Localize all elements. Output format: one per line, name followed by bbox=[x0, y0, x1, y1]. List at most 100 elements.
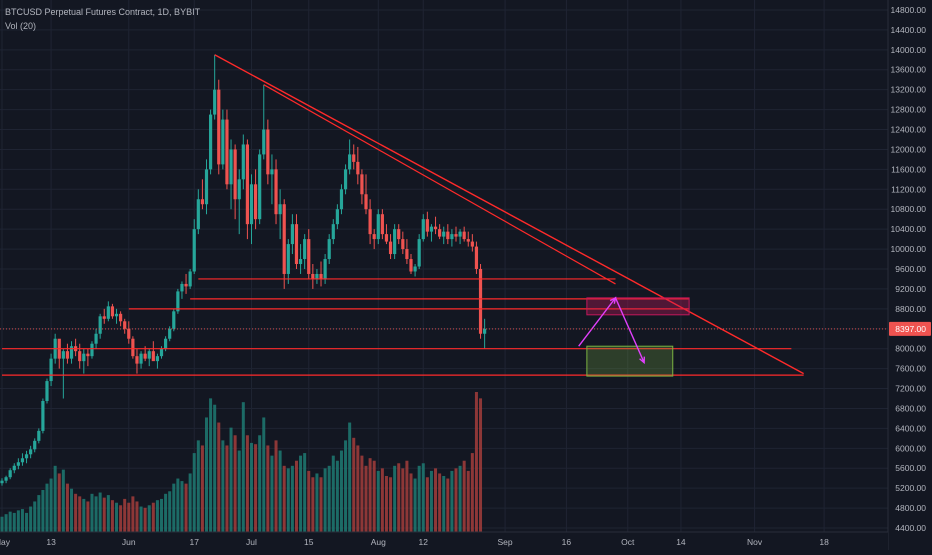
volume-bar bbox=[384, 476, 388, 532]
candle-body bbox=[348, 154, 352, 170]
candle-body bbox=[458, 231, 462, 237]
candle-body bbox=[417, 239, 421, 267]
volume-indicator-label[interactable]: Vol (20) bbox=[5, 21, 37, 31]
candle-body bbox=[131, 338, 135, 357]
volume-bar bbox=[196, 440, 200, 532]
candle-body bbox=[94, 333, 98, 344]
candle-body bbox=[311, 273, 315, 279]
price-tick-label: 9200.00 bbox=[895, 284, 926, 294]
volume-bar bbox=[474, 392, 478, 532]
candlesticks bbox=[0, 54, 487, 486]
volume-bar bbox=[307, 470, 311, 532]
candle-body bbox=[123, 321, 127, 329]
time-tick-label: 13 bbox=[46, 537, 56, 547]
volume-bar bbox=[110, 500, 114, 532]
candle-body bbox=[180, 283, 184, 292]
volume-bar bbox=[0, 516, 4, 532]
chart-legend: BTCUSD Perpetual Futures Contract, 1D, B… bbox=[5, 5, 200, 33]
time-tick-label: 16 bbox=[562, 537, 572, 547]
volume-bar bbox=[98, 492, 102, 532]
price-axis-background bbox=[888, 0, 932, 550]
volume-bar bbox=[311, 477, 315, 532]
volume-bar bbox=[270, 455, 274, 532]
candle-body bbox=[429, 226, 434, 232]
time-tick-label: 12 bbox=[419, 537, 429, 547]
candle-body bbox=[409, 259, 413, 272]
volume-bar bbox=[401, 468, 405, 532]
time-axis[interactable]: May 13 Jun 17 Jul 15 Aug 12 Sep 16 Oct 14 Nov 18 bbox=[0, 531, 888, 550]
candle-body bbox=[16, 462, 20, 466]
volume-bar bbox=[335, 460, 339, 532]
volume-bar bbox=[425, 477, 429, 532]
candle-body bbox=[450, 234, 454, 240]
volume-bar bbox=[94, 496, 98, 532]
volume-bar bbox=[442, 476, 446, 532]
volume-bar bbox=[380, 468, 384, 532]
price-tick-label: 11600.00 bbox=[891, 164, 926, 174]
price-tick-label: 10400.00 bbox=[891, 224, 927, 234]
candle-body bbox=[474, 246, 479, 269]
candle-body bbox=[86, 353, 90, 357]
volume-bar bbox=[200, 445, 204, 532]
volume-bar bbox=[356, 445, 360, 532]
volume-bar bbox=[331, 455, 335, 532]
candle-body bbox=[258, 154, 262, 220]
candle-body bbox=[41, 400, 45, 431]
candle-body bbox=[208, 114, 213, 170]
target-zone-box bbox=[586, 345, 674, 377]
candle-body bbox=[110, 306, 115, 317]
candle-body bbox=[298, 259, 303, 265]
price-tick-label: 12400.00 bbox=[891, 125, 927, 135]
candle-body bbox=[213, 89, 217, 115]
volume-bar bbox=[282, 465, 286, 532]
volume-bar bbox=[155, 500, 159, 532]
volume-bar bbox=[364, 465, 368, 532]
candle-body bbox=[119, 313, 123, 322]
price-axis[interactable]: 14800.00 14400.00 14000.00 13600.00 13200.00… bbox=[887, 0, 932, 550]
volume-bar bbox=[348, 422, 352, 532]
time-tick-label: 18 bbox=[819, 537, 829, 547]
volume-bars bbox=[0, 392, 483, 532]
volume-bar bbox=[127, 502, 131, 532]
volume-bar bbox=[217, 422, 221, 532]
time-tick-label: Oct bbox=[621, 537, 635, 547]
candle-body bbox=[241, 144, 245, 180]
volume-bar bbox=[168, 491, 172, 532]
candle-body bbox=[282, 204, 286, 274]
drawing-annotations[interactable] bbox=[2, 54, 804, 377]
candle-body bbox=[483, 328, 487, 334]
volume-bar bbox=[209, 398, 213, 532]
candle-body bbox=[82, 353, 86, 362]
time-tick-label: Nov bbox=[747, 537, 763, 547]
volume-bar bbox=[290, 465, 294, 532]
volume-bar bbox=[119, 505, 123, 532]
candle-body bbox=[172, 311, 176, 329]
candle-body bbox=[249, 184, 254, 225]
candle-body bbox=[368, 209, 372, 235]
candle-body bbox=[388, 241, 393, 255]
volume-bar bbox=[249, 442, 253, 532]
candle-body bbox=[454, 234, 458, 237]
candle-body bbox=[319, 273, 323, 279]
candle-body bbox=[339, 189, 344, 210]
volume-bar bbox=[49, 478, 53, 532]
candle-body bbox=[147, 351, 151, 359]
volume-bar bbox=[323, 468, 327, 532]
candle-body bbox=[225, 119, 229, 185]
symbol-title[interactable]: BTCUSD Perpetual Futures Contract, 1D, B… bbox=[5, 7, 201, 17]
candle-body bbox=[37, 430, 41, 441]
time-tick-label: 17 bbox=[189, 537, 199, 547]
candle-body bbox=[33, 440, 37, 450]
candle-body bbox=[335, 209, 339, 225]
volume-bar bbox=[254, 444, 258, 532]
candle-body bbox=[29, 449, 33, 455]
volume-bar bbox=[376, 470, 380, 532]
volume-bar bbox=[458, 465, 462, 532]
volume-bar bbox=[303, 453, 307, 532]
price-tick-label: 14000.00 bbox=[891, 45, 927, 55]
candle-body bbox=[393, 229, 397, 255]
volume-bar bbox=[192, 453, 196, 532]
volume-bar bbox=[41, 490, 45, 532]
